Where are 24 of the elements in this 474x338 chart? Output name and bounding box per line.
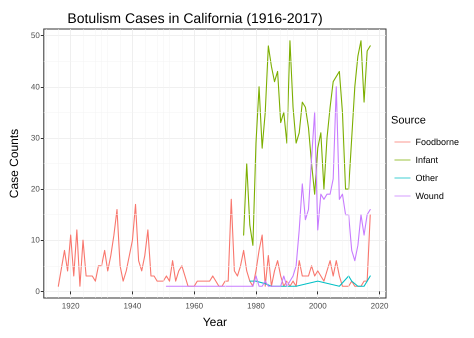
chart-title: Botulism Cases in California (1916-2017): [67, 10, 323, 26]
x-tick-label: 1960: [185, 302, 204, 310]
line-series: [166, 86, 371, 287]
x-tick-label: 2000: [308, 302, 328, 310]
x-tick-label: 2020: [370, 302, 389, 310]
legend-title: Source: [391, 114, 426, 126]
legend-label: Infant: [415, 155, 438, 165]
line-series: [58, 198, 371, 287]
x-tick-label: 1940: [124, 302, 142, 310]
line-series: [249, 275, 371, 287]
x-tick-label: 1920: [62, 302, 80, 310]
legend-label: Other: [415, 173, 438, 183]
legend-label: Foodborne: [415, 137, 460, 147]
y-tick-label: 40: [30, 82, 40, 92]
x-tick-label: 1980: [247, 302, 266, 310]
y-tick-label: 50: [30, 31, 40, 40]
line-series: [243, 40, 371, 246]
y-axis-title: Case Counts: [7, 128, 21, 198]
x-axis-title: Year: [202, 315, 228, 329]
y-tick-label: 20: [30, 184, 40, 194]
y-tick-label: 0: [35, 286, 40, 296]
y-tick-label: 10: [30, 236, 40, 245]
legend-label: Wound: [415, 191, 444, 201]
y-tick-label: 30: [30, 133, 40, 142]
